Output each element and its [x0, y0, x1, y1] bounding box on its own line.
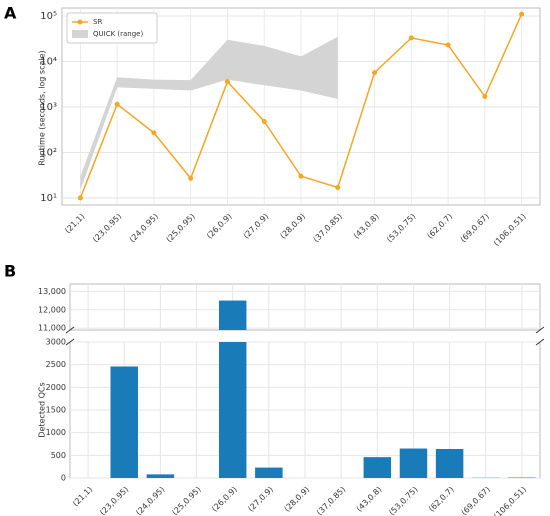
y-tick-label: 10³: [40, 102, 57, 113]
point: [445, 42, 451, 48]
point: [77, 195, 83, 201]
x-tick-label: (43,0.8): [355, 485, 384, 514]
bar: [218, 300, 247, 330]
y-tick-label: 10⁵: [40, 11, 57, 22]
point: [261, 118, 267, 124]
bar: [255, 467, 283, 478]
y-tick-label: 1500: [46, 406, 66, 415]
x-tick-label: (28,0.9): [278, 212, 307, 241]
x-tick-label: (43,0.8): [352, 212, 381, 241]
legend-label: QUICK (range): [93, 30, 143, 38]
point: [151, 130, 157, 136]
x-tick-label: (21,1): [71, 485, 94, 508]
x-tick-label: (27,0.9): [246, 485, 275, 514]
y-tick-label: 10¹: [40, 193, 57, 204]
x-tick-label: (25,0.95): [170, 485, 202, 516]
x-tick-label: (37,0.85): [315, 485, 347, 516]
point: [482, 93, 488, 99]
bar: [363, 457, 392, 478]
x-tick-label: (62,0.7): [427, 485, 456, 514]
x-tick-label: (28,0.9): [282, 485, 311, 514]
bar: [218, 342, 247, 478]
axis-break: [65, 326, 75, 334]
x-tick-label: (69,0.67): [459, 212, 491, 244]
legend: [66, 12, 158, 44]
x-tick-label: (23,0.95): [98, 485, 130, 516]
point: [224, 79, 230, 85]
y-tick-label: 12,000: [38, 305, 66, 314]
x-tick-label: (37,0.85): [312, 212, 344, 244]
x-tick-label: (53,0.75): [385, 212, 417, 244]
y-tick-label: 3000: [46, 338, 66, 347]
bar: [399, 448, 428, 478]
x-tick-label: (26,0.9): [205, 212, 234, 241]
x-tick-label: (69,0.67): [460, 485, 492, 516]
axis-break: [535, 326, 545, 334]
bar: [110, 366, 138, 478]
legend-swatch: [72, 30, 88, 38]
y-tick-label: 2000: [46, 383, 66, 392]
y-axis-label: Runtime (seconds, log scale): [38, 50, 47, 165]
axis-break: [535, 338, 545, 346]
x-tick-label: (106,0.51): [492, 212, 528, 248]
x-tick-label: (106,0.51): [492, 485, 528, 516]
panel-label: A: [4, 4, 17, 23]
x-tick-label: (23,0.95): [91, 212, 123, 244]
bar: [435, 448, 464, 478]
point: [188, 175, 194, 181]
x-tick-label: (24,0.95): [134, 485, 166, 516]
x-tick-label: (27,0.9): [242, 212, 271, 241]
bar: [146, 474, 175, 478]
y-tick-label: 10⁴: [40, 56, 57, 67]
y-tick-label: 13,000: [38, 287, 66, 296]
y-tick-label: 11,000: [38, 324, 66, 333]
y-axis-label: Detected QCs: [38, 382, 47, 437]
panel-label: B: [4, 262, 16, 281]
legend-swatch: [77, 19, 83, 25]
x-tick-label: (25,0.95): [165, 212, 197, 244]
y-tick-label: 2500: [46, 360, 66, 369]
x-tick-label: (24,0.95): [128, 212, 160, 244]
point: [335, 184, 341, 190]
legend-label: SR: [93, 18, 102, 26]
point: [114, 101, 120, 107]
x-tick-label: (26,0.9): [210, 485, 239, 514]
point: [298, 173, 304, 179]
y-tick-label: 10²: [40, 147, 57, 158]
point: [372, 70, 378, 76]
x-tick-label: (21,1): [63, 212, 86, 235]
point: [408, 35, 414, 41]
y-tick-label: 500: [51, 451, 66, 460]
axis-break: [65, 338, 75, 346]
point: [519, 11, 525, 17]
y-tick-label: 0: [61, 474, 66, 483]
y-tick-label: 1000: [46, 428, 66, 437]
range-band: [80, 36, 338, 190]
x-tick-label: (62,0.7): [425, 212, 454, 241]
x-tick-label: (53,0.75): [387, 485, 419, 516]
